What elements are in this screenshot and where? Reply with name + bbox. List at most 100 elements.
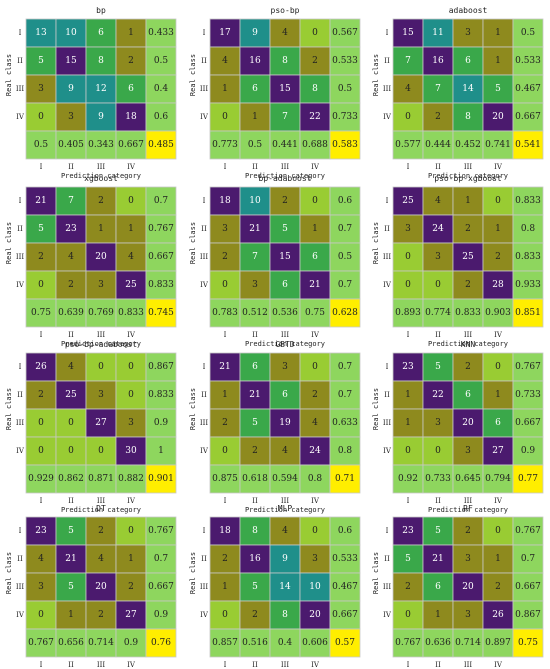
matrix-cell-value: 23	[402, 362, 414, 372]
matrix-cell	[209, 74, 241, 104]
col-tick-label: IV	[127, 331, 136, 339]
precision-cell	[239, 628, 271, 658]
matrix-cell-value: 25	[125, 280, 137, 290]
precision-cell	[115, 464, 147, 494]
x-axis-label: Prediction category	[245, 340, 325, 348]
row-tick-label: III	[200, 419, 209, 427]
matrix-cell-value: 3	[38, 84, 44, 94]
matrix-cell-value: 2	[98, 610, 104, 620]
accuracy-value: 0.628	[332, 308, 358, 318]
x-axis-label: Prediction category	[428, 340, 508, 348]
matrix-cell-value: 1	[495, 28, 501, 38]
recall-cell	[329, 270, 361, 300]
recall-cell	[512, 74, 544, 104]
matrix-cell-value: 15	[65, 56, 77, 66]
row-tick-label: II	[17, 57, 23, 65]
matrix-cell-value: 1	[495, 224, 501, 234]
recall-value: 0.9	[521, 446, 536, 456]
matrix-cell	[55, 516, 87, 546]
precision-value: 0.636	[425, 638, 451, 648]
precision-value: 0.767	[395, 638, 421, 648]
accuracy-cell	[145, 130, 177, 160]
matrix-cell-value: 1	[128, 224, 134, 234]
matrix-cell-value: 2	[222, 418, 228, 428]
col-tick-label: II	[435, 331, 441, 339]
matrix-cell-value: 3	[252, 280, 258, 290]
matrix-cell	[482, 270, 514, 300]
recall-cell	[512, 352, 544, 382]
matrix-cell	[239, 600, 271, 630]
matrix-cell-value: 5	[38, 56, 44, 66]
recall-value: 0.7	[338, 280, 353, 290]
matrix-cell-value: 0	[38, 610, 44, 620]
matrix-cell	[269, 516, 301, 546]
recall-value: 0.533	[332, 554, 358, 564]
row-tick-label: II	[17, 225, 23, 233]
matrix-cell	[85, 380, 117, 410]
matrix-cell	[269, 214, 301, 244]
matrix-cell	[422, 214, 454, 244]
precision-value: 0.618	[242, 474, 268, 484]
precision-value: 0.857	[212, 638, 238, 648]
matrix-cell-value: 5	[495, 84, 501, 94]
matrix-cell-value: 1	[222, 84, 228, 94]
matrix-cell-value: 6	[495, 418, 501, 428]
recall-value: 0.433	[148, 28, 174, 38]
precision-value: 0.882	[118, 474, 144, 484]
row-tick-label: I	[19, 527, 22, 535]
accuracy-cell	[329, 628, 361, 658]
precision-cell	[482, 464, 514, 494]
matrix-cell-value: 19	[279, 418, 291, 428]
accuracy-cell	[512, 628, 544, 658]
matrix-cell-value: 7	[252, 252, 258, 262]
recall-value: 0.4	[154, 84, 169, 94]
row-tick-label: I	[203, 527, 206, 535]
recall-value: 0.8	[521, 224, 536, 234]
matrix-cell	[452, 436, 484, 466]
recall-value: 0.5	[338, 84, 353, 94]
accuracy-value: 0.71	[335, 474, 355, 484]
matrix-cell-value: 20	[492, 112, 504, 122]
row-tick-label: I	[386, 197, 389, 205]
panel-title: DT	[96, 504, 106, 513]
precision-value: 0.774	[425, 308, 451, 318]
recall-value: 0.767	[148, 224, 174, 234]
row-tick-label: II	[384, 555, 390, 563]
col-tick-label: IV	[311, 163, 320, 171]
matrix-cell	[85, 572, 117, 602]
precision-value: 0.833	[118, 308, 144, 318]
matrix-cell-value: 6	[128, 84, 134, 94]
precision-value: 0.767	[28, 638, 54, 648]
precision-value: 0.5	[248, 140, 263, 150]
precision-value: 0.9	[124, 638, 139, 648]
col-tick-label: IV	[311, 661, 320, 669]
matrix-cell-value: 3	[465, 446, 471, 456]
precision-cell	[85, 298, 117, 328]
matrix-cell	[482, 242, 514, 272]
matrix-cell-value: 6	[252, 362, 258, 372]
accuracy-value: 0.541	[515, 140, 541, 150]
recall-cell	[512, 242, 544, 272]
precision-value: 0.783	[212, 308, 238, 318]
col-tick-label: III	[464, 331, 473, 339]
y-axis-label: Real class	[189, 388, 197, 430]
matrix-cell-value: 0	[405, 252, 411, 262]
recall-value: 0.667	[515, 418, 541, 428]
matrix-cell-value: 10	[249, 196, 261, 206]
precision-cell	[25, 298, 57, 328]
y-axis-label: Real class	[189, 552, 197, 594]
recall-value: 0.767	[148, 526, 174, 536]
matrix-cell	[422, 186, 454, 216]
col-tick-label: I	[407, 661, 410, 669]
matrix-cell	[209, 380, 241, 410]
precision-cell	[299, 628, 331, 658]
precision-value: 0.733	[425, 474, 451, 484]
matrix-cell	[25, 380, 57, 410]
matrix-cell	[115, 544, 147, 574]
matrix-cell-value: 14	[462, 84, 474, 94]
recall-value: 0.7	[521, 554, 536, 564]
precision-cell	[392, 628, 424, 658]
accuracy-value: 0.77	[518, 474, 538, 484]
